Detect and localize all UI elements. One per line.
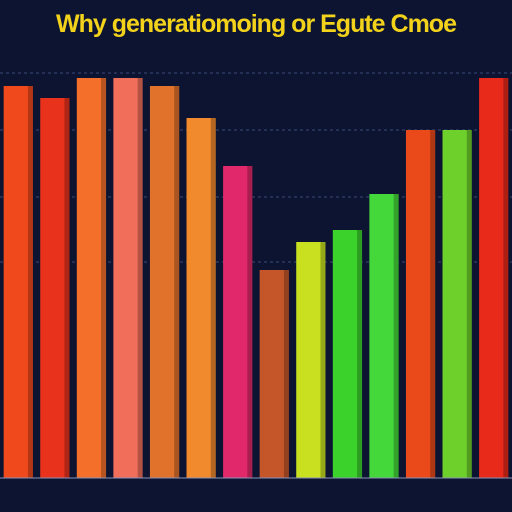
bar-side bbox=[101, 78, 107, 478]
bar bbox=[3, 86, 33, 478]
bar bbox=[369, 194, 399, 478]
bar bbox=[186, 118, 216, 478]
chart-title: Why generatiomoing or Egute Cmoe bbox=[56, 10, 457, 38]
bar-side bbox=[64, 98, 70, 478]
bar bbox=[332, 230, 363, 478]
bar bbox=[223, 166, 253, 478]
bar-side bbox=[466, 130, 472, 478]
bar-side bbox=[430, 130, 436, 478]
bar bbox=[479, 78, 509, 478]
bar bbox=[149, 86, 180, 478]
bar bbox=[442, 130, 472, 478]
bar bbox=[40, 98, 70, 478]
bar-side bbox=[357, 230, 363, 478]
bar-side bbox=[137, 78, 143, 478]
bar-side bbox=[174, 86, 180, 478]
bar bbox=[259, 270, 289, 478]
bar bbox=[405, 130, 436, 478]
bar-side bbox=[283, 270, 289, 478]
bar-side bbox=[393, 194, 399, 478]
bar bbox=[113, 78, 143, 478]
bar-side bbox=[210, 118, 216, 478]
bar bbox=[296, 242, 326, 478]
bar-side bbox=[320, 242, 326, 478]
bar-side bbox=[27, 86, 33, 478]
bar-side bbox=[247, 166, 253, 478]
bar-side bbox=[503, 78, 509, 478]
bar bbox=[76, 78, 107, 478]
